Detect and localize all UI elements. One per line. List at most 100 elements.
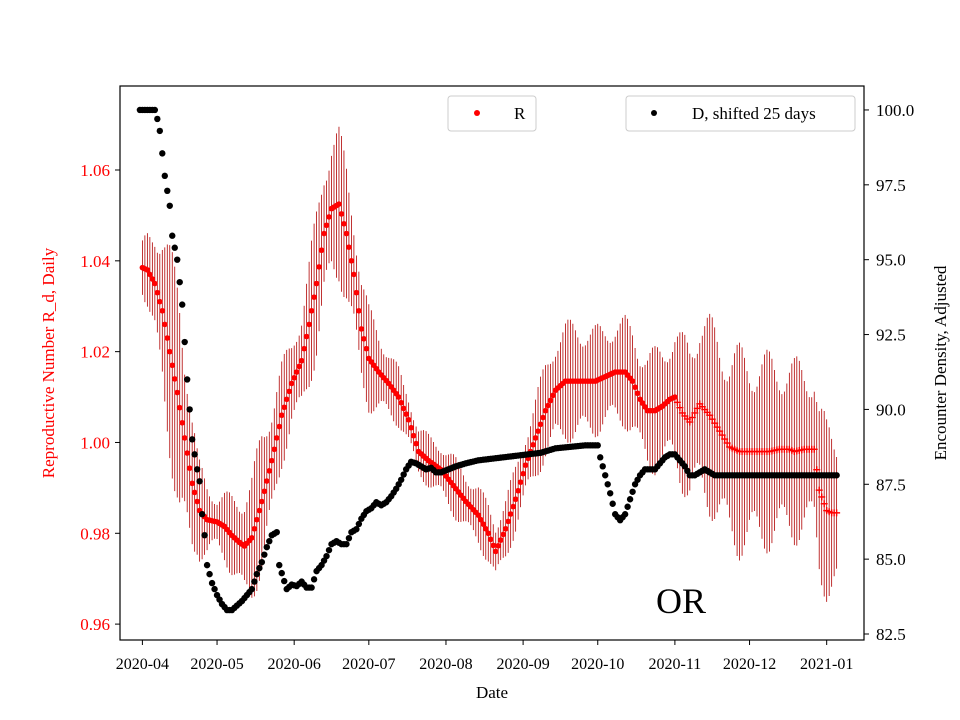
r-point	[264, 478, 270, 484]
d-point	[206, 570, 213, 578]
legend-r-box	[447, 95, 537, 132]
r-point	[152, 280, 158, 287]
r-point	[291, 374, 297, 381]
left-y-tick-label: 0.98	[80, 524, 110, 543]
left-y-axis-label: Reproductive Number R_d, Daily	[39, 247, 58, 478]
r-point	[535, 428, 541, 434]
r-point	[532, 435, 539, 441]
r-point	[174, 389, 181, 396]
r-point	[286, 388, 293, 395]
r-point	[159, 307, 166, 314]
r-point	[358, 326, 365, 332]
r-point	[495, 542, 502, 549]
r-point	[341, 220, 347, 227]
r-point	[313, 280, 320, 287]
x-tick-label: 2020-06	[268, 656, 321, 673]
r-point	[176, 404, 183, 411]
right-y-tick-label: 100.0	[876, 101, 914, 120]
x-tick-label: 2020-08	[419, 656, 472, 673]
r-point	[144, 267, 151, 273]
r-point	[405, 416, 412, 423]
r-point	[169, 362, 176, 369]
d-point	[604, 481, 611, 488]
r-point	[547, 397, 554, 404]
r-point-plus	[691, 409, 699, 417]
r-point	[281, 404, 288, 411]
x-tick-label: 2020-12	[723, 656, 776, 673]
r-point	[268, 457, 275, 464]
r-point	[278, 412, 285, 419]
legend-d-box	[625, 95, 856, 132]
r-point	[634, 390, 641, 397]
d-point	[176, 278, 183, 286]
d-point	[179, 301, 186, 308]
r-point	[326, 214, 332, 220]
d-point	[253, 570, 261, 578]
r-point	[530, 441, 536, 448]
r-point	[308, 307, 315, 314]
r-point-plus	[708, 415, 716, 423]
r-point	[353, 289, 360, 296]
r-point	[542, 407, 549, 414]
r-point	[288, 380, 295, 387]
r-point	[395, 394, 402, 400]
d-point	[151, 106, 159, 114]
d-series-points	[136, 106, 840, 614]
d-point	[171, 244, 178, 251]
d-point	[397, 476, 405, 483]
d-point	[193, 466, 201, 473]
d-point	[166, 202, 173, 209]
r-point	[149, 276, 156, 282]
x-tick-label: 2020-04	[116, 656, 169, 673]
r-point	[271, 446, 278, 453]
plot-frame	[119, 85, 865, 641]
r-point	[475, 512, 482, 518]
r-point	[273, 435, 280, 441]
r-point	[261, 488, 268, 495]
d-point	[308, 584, 315, 591]
right-y-tick-label: 82.5	[876, 625, 906, 644]
d-point	[609, 500, 616, 507]
left-y-tick-label: 1.02	[80, 343, 110, 362]
x-tick-label: 2020-07	[342, 656, 395, 673]
d-point	[183, 376, 191, 383]
legend-r-label: R	[514, 104, 526, 123]
r-point	[311, 294, 317, 300]
d-point	[203, 561, 211, 569]
legend-r-marker	[474, 110, 480, 116]
x-tick-label: 2021-01	[800, 656, 853, 673]
r-point	[500, 531, 506, 538]
r-point	[487, 536, 494, 543]
r-point-plus	[713, 423, 721, 431]
r-point	[189, 480, 195, 487]
d-point	[251, 578, 258, 585]
r-point	[517, 479, 524, 486]
r-point	[283, 396, 290, 403]
x-tick-label: 2020-05	[190, 656, 243, 673]
r-point	[363, 345, 370, 352]
r-point	[296, 363, 302, 370]
d-point	[400, 471, 407, 478]
d-point	[211, 585, 218, 593]
r-point	[166, 348, 173, 355]
right-y-tick-label: 90.0	[876, 400, 906, 419]
r-point-plus	[688, 413, 696, 421]
r-point	[492, 548, 499, 555]
d-point	[181, 338, 188, 346]
right-y-axis-ticks: 82.5 85.0 87.5 90.0 92.5 95.0 97.5 100.0	[864, 101, 914, 644]
r-point-plus	[820, 500, 828, 508]
legend-d-label: D, shifted 25 days	[692, 104, 816, 123]
d-point	[624, 503, 631, 510]
r-point	[502, 525, 509, 532]
r-point	[490, 542, 497, 549]
right-y-tick-label: 95.0	[876, 251, 906, 270]
r-point	[485, 530, 492, 537]
d-point	[833, 472, 840, 479]
r-point	[497, 537, 504, 543]
r-point	[186, 465, 193, 471]
d-point	[323, 552, 330, 560]
d-point	[186, 406, 193, 413]
r-point	[254, 516, 260, 523]
right-y-tick-label: 87.5	[876, 475, 906, 494]
r-point	[164, 335, 171, 341]
